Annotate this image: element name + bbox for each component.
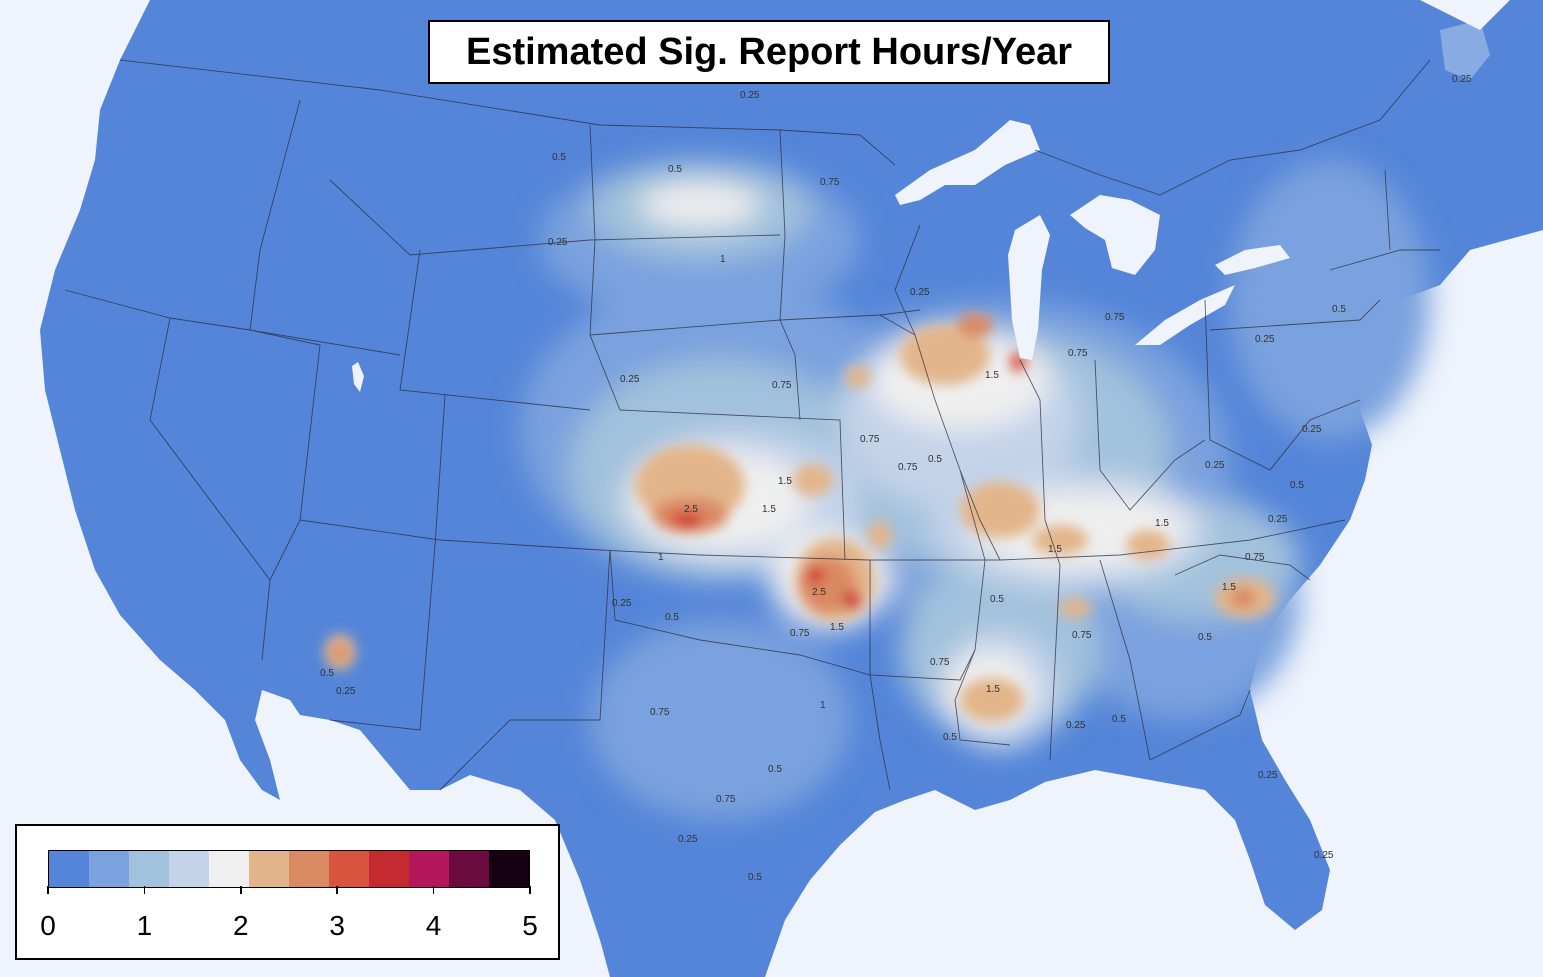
contour-label: 0.75 [1105,312,1125,323]
contour-label: 1.5 [762,504,776,515]
legend-swatch [249,851,289,887]
contour-label: 1.5 [985,370,999,381]
legend-swatch [209,851,249,887]
contour-label: 0.75 [1068,348,1088,359]
contour-label: 0.25 [612,598,632,609]
legend-tick-label: 2 [233,910,249,941]
legend-swatch [369,851,409,887]
legend-swatch [89,851,129,887]
contour-label: 0.25 [1452,74,1472,85]
contour-label: 1.5 [1222,582,1236,593]
contour-label: 0.75 [820,177,840,188]
legend-color-bar [48,850,530,888]
legend-tick-label: 3 [329,910,345,941]
map-title: Estimated Sig. Report Hours/Year [465,30,1073,73]
contour-label: 0.75 [1072,630,1092,641]
intensity-field [324,160,1430,820]
lake-superior [895,120,1040,205]
lake-ontario [1215,245,1290,275]
legend-swatch [129,851,169,887]
hudson-bay-coast [1440,20,1490,80]
contour-label: 1 [658,552,664,563]
contour-label: 0.5 [668,164,682,175]
contour-label: 0.25 [1258,770,1278,781]
contour-label: 0.5 [1112,714,1126,725]
contour-label: 0.75 [1245,552,1265,563]
contour-label: 0.25 [1302,424,1322,435]
contour-label: 0.5 [748,872,762,883]
contour-label: 0.5 [768,764,782,775]
great-lakes [352,20,1490,392]
contour-labels: 0.25 0.5 0.5 0.75 0.25 1 0.25 0.75 0.25 … [320,74,1472,883]
lake-erie [1135,285,1235,345]
contour-label: 0.25 [1255,334,1275,345]
legend-tick-label: 0 [40,910,56,941]
contour-label: 0.75 [772,380,792,391]
contour-label: 0.5 [990,594,1004,605]
contour-label: 0.25 [336,686,356,697]
contour-label: 0.5 [665,612,679,623]
legend-tick [240,886,242,894]
contour-label: 0.25 [1066,720,1086,731]
contour-label: 0.25 [620,374,640,385]
great-salt-lake [352,362,364,392]
contour-label: 0.75 [860,434,880,445]
contour-label: 1.5 [1155,518,1169,529]
contour-label: 0.75 [716,794,736,805]
contour-label: 0.75 [930,657,950,668]
contour-label: 0.25 [678,834,698,845]
contour-label: 0.5 [1290,480,1304,491]
contour-label: 0.25 [548,237,568,248]
contour-label: 1.5 [986,684,1000,695]
legend-tick-label: 5 [522,910,538,941]
contour-label: 0.25 [1205,460,1225,471]
legend-swatch [329,851,369,887]
legend-swatch [49,851,89,887]
contour-label: 0.25 [910,287,930,298]
contour-label: 1.5 [778,476,792,487]
contour-label: 0.75 [898,462,918,473]
legend-swatch [289,851,329,887]
contour-label: 0.5 [1198,632,1212,643]
contour-label: 2.5 [684,504,698,515]
contour-label: 0.75 [790,628,810,639]
contour-label: 0.5 [552,152,566,163]
contour-label: 1.5 [830,622,844,633]
contour-label: 1 [820,700,826,711]
contour-label: 0.5 [943,732,957,743]
contour-label: 1.5 [1048,544,1062,555]
legend-swatch [489,851,529,887]
contour-label: 0.25 [1314,850,1334,861]
contour-label: 0.25 [1268,514,1288,525]
contour-label: 0.5 [1332,304,1346,315]
state-borders [64,59,1440,791]
contour-label: 2.5 [812,587,826,598]
legend-tick [529,886,531,894]
legend-swatch [169,851,209,887]
lake-huron [1070,195,1160,275]
legend-swatch [449,851,489,887]
legend-tick [432,886,435,894]
legend-tick-label: 1 [136,910,153,941]
map-title-box: Estimated Sig. Report Hours/Year [428,20,1110,84]
contour-label: 0.5 [320,668,334,679]
legend-tick [47,886,49,894]
legend-tick-label: 4 [425,910,442,941]
contour-label: 0.25 [740,90,760,101]
color-legend: 0 1 2 3 4 5 [15,824,560,960]
legend-tick [336,886,338,894]
contour-label: 0.5 [928,454,942,465]
lake-michigan [1008,215,1050,360]
contour-label: 1 [720,254,726,265]
legend-swatch [409,851,449,887]
legend-tick [143,886,146,894]
contour-label: 0.75 [650,707,670,718]
